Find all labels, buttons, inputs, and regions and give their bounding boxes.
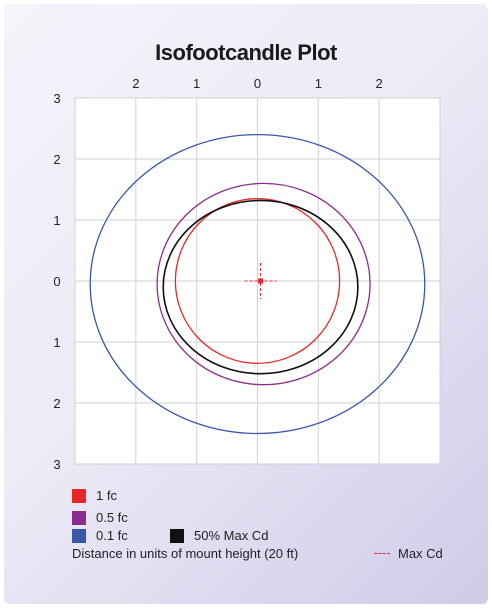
contour-0-5-fc — [156, 182, 371, 386]
x-tick-label: 1 — [193, 76, 200, 91]
y-tick-label: 3 — [53, 457, 60, 472]
legend-label-50maxcd: 50% Max Cd — [194, 528, 269, 543]
legend-dash-maxcd — [374, 553, 390, 554]
x-tick-labels: 2 1 0 1 2 — [132, 76, 383, 91]
legend-swatch-50maxcd — [170, 528, 184, 543]
max-cd-marker — [244, 263, 277, 299]
x-tick-label: 0 — [254, 76, 261, 91]
legend-item-50maxcd: 50% Max Cd — [170, 528, 268, 543]
contour-curves — [89, 133, 426, 435]
legend-item-01fc: 0.1 fc — [72, 528, 128, 543]
legend-swatch-01fc — [72, 528, 86, 543]
contour-1-fc — [174, 197, 341, 364]
legend-item-1fc: 1 fc — [72, 488, 117, 503]
y-tick-label: 2 — [53, 152, 60, 167]
legend-label-01fc: 0.1 fc — [96, 528, 128, 543]
x-tick-label: 2 — [132, 76, 139, 91]
y-tick-label: 1 — [53, 213, 60, 228]
legend-item-05fc: 0.5 fc — [72, 510, 128, 525]
legend-label-maxcd: Max Cd — [398, 546, 443, 561]
contour-0-1-fc — [89, 133, 426, 435]
x-tick-label: 2 — [376, 76, 383, 91]
y-tick-label: 1 — [53, 335, 60, 350]
contour-50-max-cd — [162, 199, 359, 375]
y-tick-labels: 3 2 1 0 1 2 3 — [53, 91, 60, 472]
legend-item-maxcd: Max Cd — [374, 546, 443, 561]
legend-label-05fc: 0.5 fc — [96, 510, 128, 525]
chart-title: Isofootcandle Plot — [155, 40, 337, 65]
legend-swatch-1fc — [72, 488, 86, 503]
x-tick-label: 1 — [315, 76, 322, 91]
axis-caption: Distance in units of mount height (20 ft… — [72, 546, 299, 561]
y-tick-label: 2 — [53, 396, 60, 411]
y-tick-label: 3 — [53, 91, 60, 106]
legend-swatch-05fc — [72, 510, 86, 525]
legend-label-1fc: 1 fc — [96, 488, 117, 503]
y-tick-label: 0 — [53, 274, 60, 289]
